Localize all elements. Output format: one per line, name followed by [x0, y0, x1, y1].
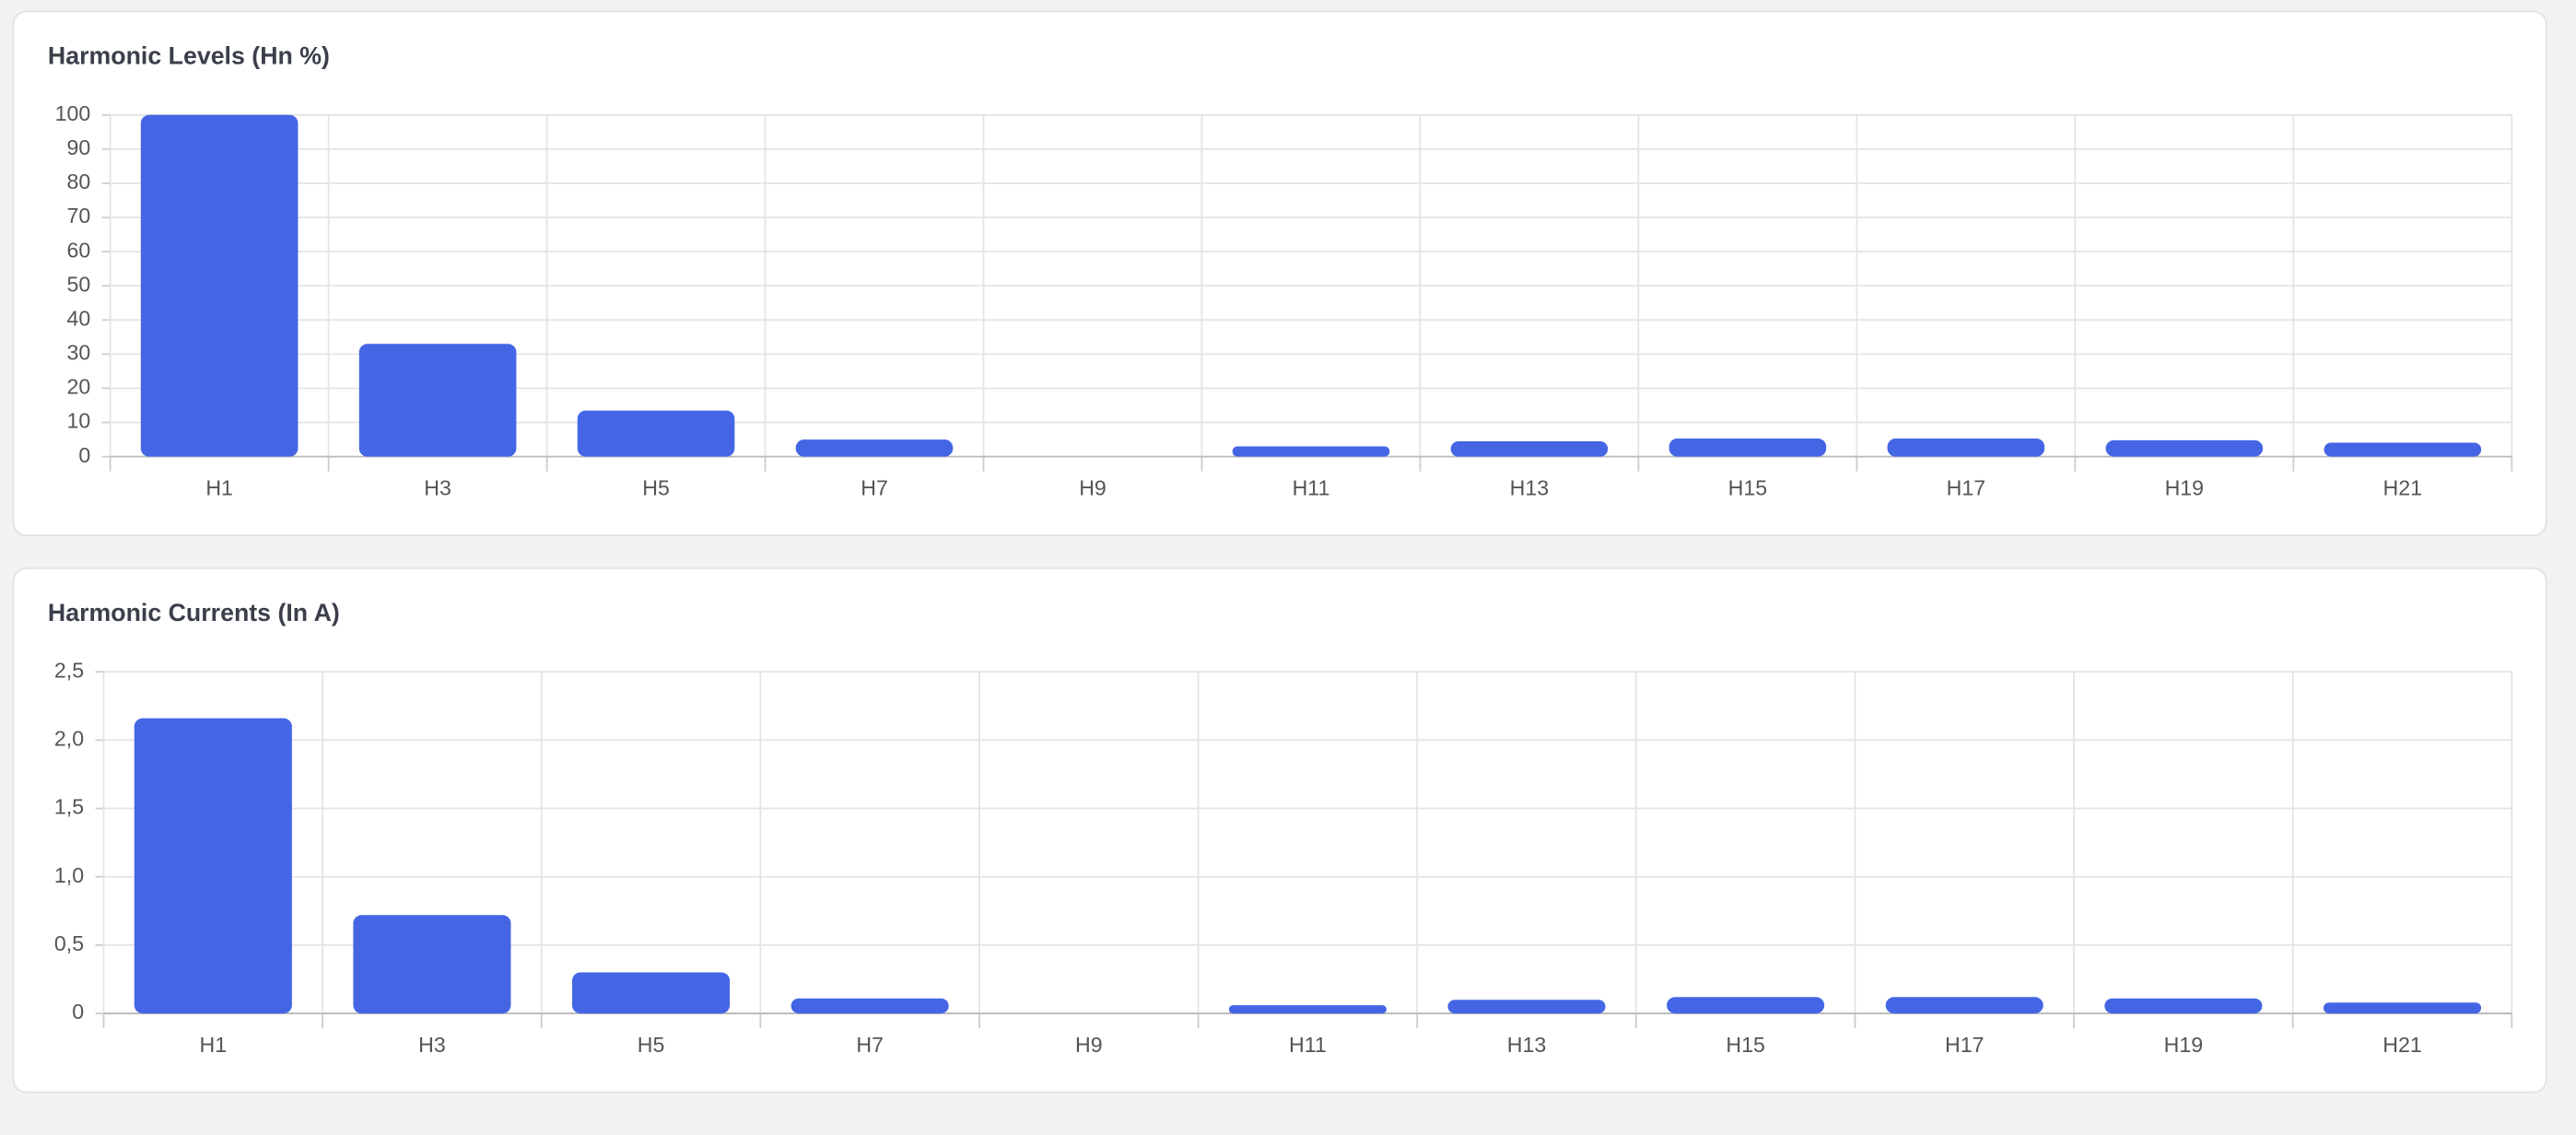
y-tick-label: 80	[66, 170, 90, 193]
x-tick-label: H3	[418, 1033, 446, 1057]
x-tick-label: H1	[200, 1033, 228, 1057]
y-tick-label: 20	[66, 375, 90, 399]
bar	[1450, 440, 1609, 457]
x-tick-label: H7	[856, 1033, 884, 1057]
x-tick-label: H3	[424, 475, 451, 499]
bar	[1447, 1000, 1606, 1014]
x-tick-label: H9	[1079, 475, 1107, 499]
bar	[2104, 998, 2263, 1014]
x-tick-label: H9	[1075, 1033, 1103, 1057]
x-tick-label: H15	[1726, 1033, 1764, 1057]
bar	[353, 915, 511, 1014]
bar	[790, 998, 949, 1014]
x-tick-label: H11	[1293, 475, 1330, 499]
y-tick-label: 2,0	[54, 727, 84, 751]
bar	[577, 410, 735, 457]
x-tick-label: H13	[1510, 475, 1549, 499]
y-tick-label: 100	[55, 101, 91, 125]
bar	[1669, 438, 1827, 457]
y-tick-label: 0,5	[54, 931, 84, 955]
x-tick-label: H1	[205, 475, 233, 499]
x-tick-label: H5	[638, 1033, 665, 1057]
y-tick-label: 30	[66, 341, 90, 365]
bar	[2323, 1002, 2482, 1014]
y-tick-label: 1,5	[54, 795, 84, 819]
bar	[140, 114, 299, 457]
bar	[2105, 439, 2264, 457]
bar	[572, 972, 731, 1014]
x-tick-label: H21	[2383, 475, 2422, 499]
bar	[134, 718, 292, 1014]
x-tick-label: H17	[1947, 475, 1985, 499]
bar	[2324, 442, 2482, 457]
bar	[1228, 1005, 1387, 1014]
chart-title: Harmonic Currents (In A)	[48, 599, 340, 626]
bar	[1887, 438, 2045, 457]
y-tick-label: 0	[72, 1000, 84, 1024]
bar	[1667, 997, 1825, 1014]
x-tick-label: H17	[1945, 1033, 1984, 1057]
bar	[358, 344, 517, 457]
bar	[795, 439, 954, 457]
x-tick-label: H11	[1289, 1033, 1327, 1057]
card	[12, 10, 2547, 537]
y-tick-label: 90	[66, 135, 90, 159]
y-tick-label: 10	[66, 409, 90, 433]
x-tick-label: H15	[1728, 475, 1767, 499]
bar	[1232, 446, 1390, 457]
x-tick-label: H13	[1507, 1033, 1546, 1057]
y-tick-label: 1,0	[54, 863, 84, 887]
y-tick-label: 70	[66, 204, 90, 228]
x-tick-label: H7	[861, 475, 888, 499]
x-tick-label: H19	[2165, 475, 2204, 499]
x-tick-label: H5	[642, 475, 670, 499]
chart-title: Harmonic Levels (Hn %)	[48, 41, 330, 69]
y-tick-label: 0	[78, 443, 90, 467]
y-tick-label: 2,5	[54, 658, 84, 682]
card	[12, 568, 2547, 1094]
bar	[1885, 997, 2043, 1014]
x-tick-label: H19	[2164, 1033, 2203, 1057]
x-tick-label: H21	[2383, 1033, 2421, 1057]
y-tick-label: 60	[66, 238, 90, 262]
y-tick-label: 50	[66, 272, 90, 296]
y-tick-label: 40	[66, 306, 90, 330]
